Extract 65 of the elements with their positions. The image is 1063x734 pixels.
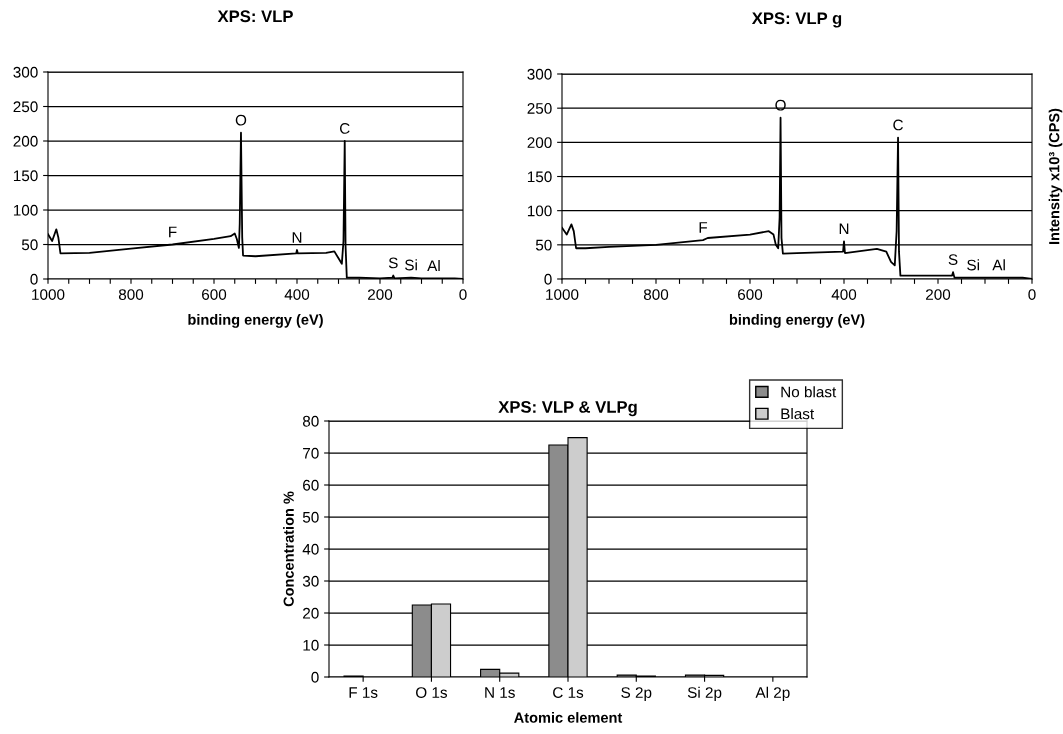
x-tick-label: 400 <box>831 289 857 300</box>
y-tick-label: 0 <box>544 273 552 285</box>
annotation: O <box>235 114 247 126</box>
x-tick-label: 600 <box>738 289 763 300</box>
annotation: Al <box>427 259 440 271</box>
chart-title: XPS: VLP <box>217 10 293 23</box>
y-tick-label: 150 <box>13 170 38 182</box>
x-tick-label: Al 2p <box>755 686 790 701</box>
x-tick-label: 600 <box>202 289 227 300</box>
y-axis-title: Intensity x10³ (CPS) <box>1048 108 1063 244</box>
annotation: C <box>893 119 903 131</box>
annotation: S <box>948 254 958 265</box>
y-tick-label: 100 <box>13 204 38 216</box>
x-tick-label: Si 2p <box>687 686 722 701</box>
y-tick-label: 100 <box>527 205 552 217</box>
y-tick-label: 250 <box>13 101 38 113</box>
y-tick-label: 0 <box>30 273 38 285</box>
y-tick-label: 50 <box>302 511 319 523</box>
y-tick-label: 300 <box>527 68 552 80</box>
x-tick-label: 200 <box>368 289 393 300</box>
legend-label: No blast <box>781 386 837 398</box>
x-axis-title: Atomic element <box>514 712 623 723</box>
annotation: N <box>292 232 302 243</box>
x-tick-label: 800 <box>118 289 144 300</box>
y-tick-label: 50 <box>21 239 38 251</box>
x-tick-label: 200 <box>926 289 951 300</box>
x-tick-label: N 1s <box>485 687 515 698</box>
x-tick-label: 800 <box>643 289 669 300</box>
y-tick-label: 150 <box>527 171 552 183</box>
x-tick-label: 1000 <box>32 289 65 300</box>
annotation: C <box>339 123 350 134</box>
y-tick-label: 70 <box>303 447 319 459</box>
y-tick-label: 10 <box>303 639 319 651</box>
y-tick-label: 40 <box>302 543 319 555</box>
x-axis-title: binding energy (eV) <box>188 314 323 328</box>
y-tick-label: 200 <box>527 137 552 149</box>
chart-title: XPS: VLP g <box>751 12 842 28</box>
y-axis-title: Concentration % <box>283 491 294 607</box>
annotation: F <box>699 222 708 233</box>
legend-label: Blast <box>781 408 815 420</box>
y-tick-label: 60 <box>303 479 319 491</box>
y-tick-label: 200 <box>13 135 38 147</box>
x-tick-label: F 1s <box>349 687 378 698</box>
x-tick-label: 0 <box>459 289 467 300</box>
x-axis-title: binding energy (eV) <box>729 314 865 328</box>
x-tick-label: 400 <box>284 289 310 300</box>
x-tick-label: 1000 <box>546 289 579 300</box>
annotation: N <box>839 223 849 235</box>
y-tick-label: 80 <box>302 415 319 427</box>
x-tick-label: 0 <box>1028 289 1036 300</box>
x-tick-label: S 2p <box>621 687 652 701</box>
y-tick-label: 250 <box>527 103 552 114</box>
y-tick-label: 20 <box>303 607 319 619</box>
y-tick-label: 30 <box>302 575 319 587</box>
y-tick-label: 300 <box>13 66 38 78</box>
y-tick-label: 0 <box>311 671 319 683</box>
annotation: Al <box>992 259 1005 271</box>
annotation: Si <box>405 259 417 271</box>
annotation: F <box>169 226 177 238</box>
x-tick-label: C 1s <box>553 687 584 698</box>
annotation: S <box>388 257 398 269</box>
y-tick-label: 50 <box>535 239 552 251</box>
chart-title: XPS: VLP & VLPg <box>498 401 637 417</box>
annotation: Si <box>967 259 980 271</box>
x-tick-label: O 1s <box>416 687 448 698</box>
